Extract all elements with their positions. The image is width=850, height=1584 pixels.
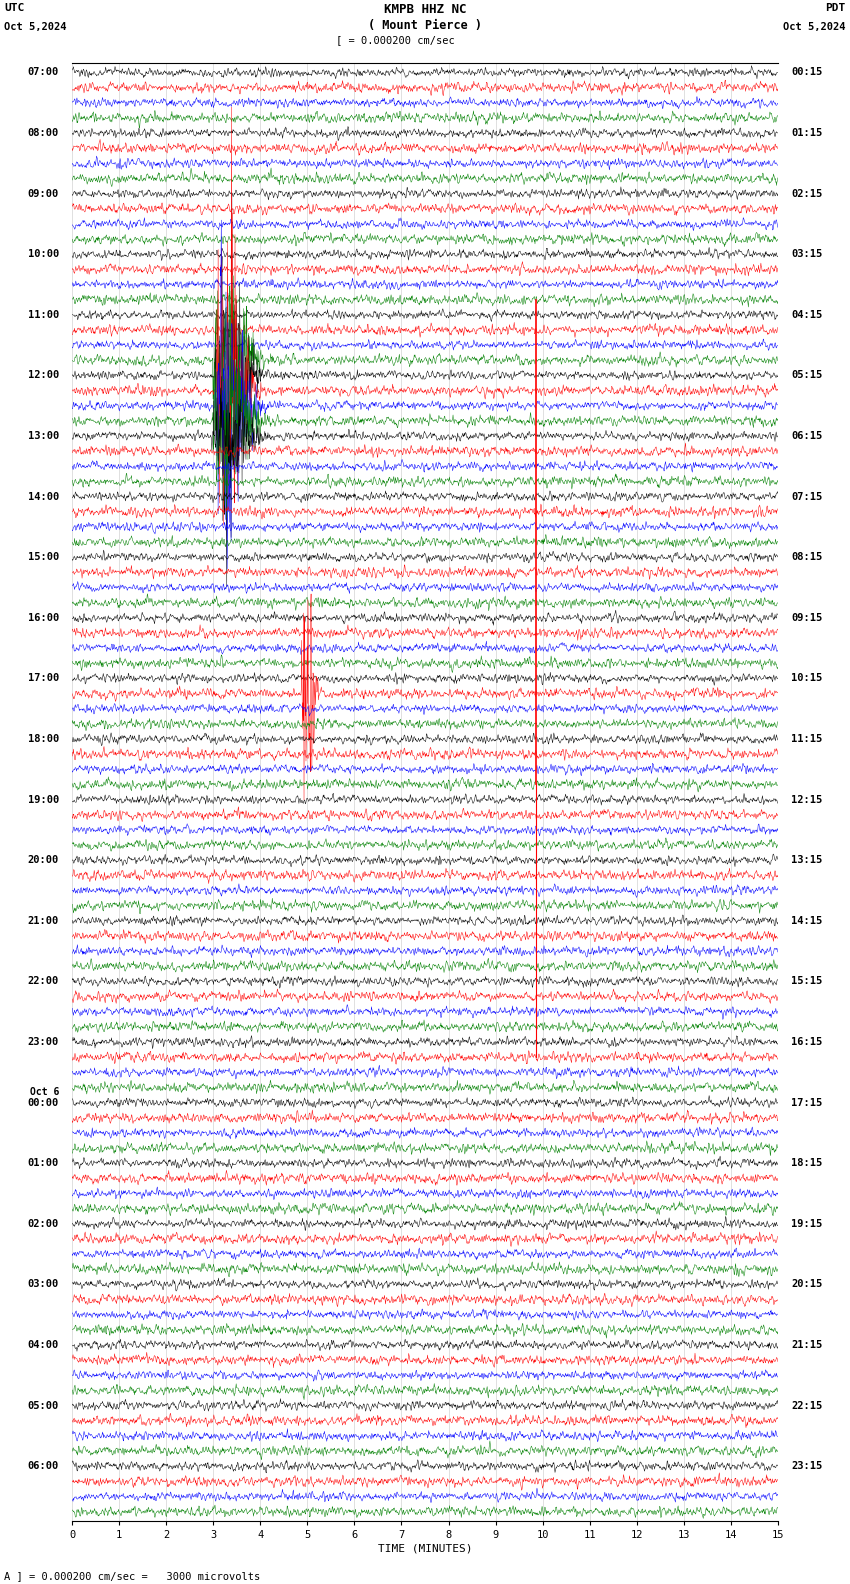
Text: [ = 0.000200 cm/sec: [ = 0.000200 cm/sec: [336, 35, 455, 44]
Text: 13:00: 13:00: [28, 431, 60, 440]
Text: 16:15: 16:15: [790, 1038, 822, 1047]
Text: 07:15: 07:15: [790, 491, 822, 502]
Text: 14:15: 14:15: [790, 916, 822, 925]
Text: 10:15: 10:15: [790, 673, 822, 683]
Text: 12:15: 12:15: [790, 795, 822, 805]
Text: 13:15: 13:15: [790, 855, 822, 865]
Text: 19:15: 19:15: [790, 1218, 822, 1229]
Text: Oct 5,2024: Oct 5,2024: [783, 22, 846, 32]
Text: 21:15: 21:15: [790, 1340, 822, 1350]
Text: 23:15: 23:15: [790, 1460, 822, 1472]
Text: 01:15: 01:15: [790, 128, 822, 138]
Text: 08:00: 08:00: [28, 128, 60, 138]
Text: 20:00: 20:00: [28, 855, 60, 865]
Text: 19:00: 19:00: [28, 795, 60, 805]
Text: 08:15: 08:15: [790, 553, 822, 562]
Text: 00:15: 00:15: [790, 68, 822, 78]
Text: 02:00: 02:00: [28, 1218, 60, 1229]
Text: 04:00: 04:00: [28, 1340, 60, 1350]
Text: 04:15: 04:15: [790, 310, 822, 320]
Text: A ] = 0.000200 cm/sec =   3000 microvolts: A ] = 0.000200 cm/sec = 3000 microvolts: [4, 1571, 260, 1581]
Text: 03:00: 03:00: [28, 1280, 60, 1289]
X-axis label: TIME (MINUTES): TIME (MINUTES): [377, 1544, 473, 1554]
Text: ( Mount Pierce ): ( Mount Pierce ): [368, 19, 482, 32]
Text: UTC: UTC: [4, 3, 25, 13]
Text: 11:15: 11:15: [790, 733, 822, 744]
Text: 03:15: 03:15: [790, 249, 822, 260]
Text: KMPB HHZ NC: KMPB HHZ NC: [383, 3, 467, 16]
Text: 05:00: 05:00: [28, 1400, 60, 1410]
Text: 22:00: 22:00: [28, 976, 60, 987]
Text: 18:00: 18:00: [28, 733, 60, 744]
Text: PDT: PDT: [825, 3, 846, 13]
Text: 14:00: 14:00: [28, 491, 60, 502]
Text: Oct 5,2024: Oct 5,2024: [4, 22, 67, 32]
Text: 07:00: 07:00: [28, 68, 60, 78]
Text: 11:00: 11:00: [28, 310, 60, 320]
Text: 23:00: 23:00: [28, 1038, 60, 1047]
Text: 21:00: 21:00: [28, 916, 60, 925]
Text: 09:00: 09:00: [28, 188, 60, 198]
Text: 15:15: 15:15: [790, 976, 822, 987]
Text: 06:00: 06:00: [28, 1460, 60, 1472]
Text: 17:15: 17:15: [790, 1098, 822, 1107]
Text: 18:15: 18:15: [790, 1158, 822, 1167]
Text: 16:00: 16:00: [28, 613, 60, 623]
Text: 02:15: 02:15: [790, 188, 822, 198]
Text: 12:00: 12:00: [28, 371, 60, 380]
Text: 15:00: 15:00: [28, 553, 60, 562]
Text: 06:15: 06:15: [790, 431, 822, 440]
Text: 00:00: 00:00: [28, 1098, 60, 1107]
Text: 10:00: 10:00: [28, 249, 60, 260]
Text: 05:15: 05:15: [790, 371, 822, 380]
Text: 17:00: 17:00: [28, 673, 60, 683]
Text: 09:15: 09:15: [790, 613, 822, 623]
Text: Oct 6: Oct 6: [30, 1087, 60, 1096]
Text: 20:15: 20:15: [790, 1280, 822, 1289]
Text: 01:00: 01:00: [28, 1158, 60, 1167]
Text: 22:15: 22:15: [790, 1400, 822, 1410]
